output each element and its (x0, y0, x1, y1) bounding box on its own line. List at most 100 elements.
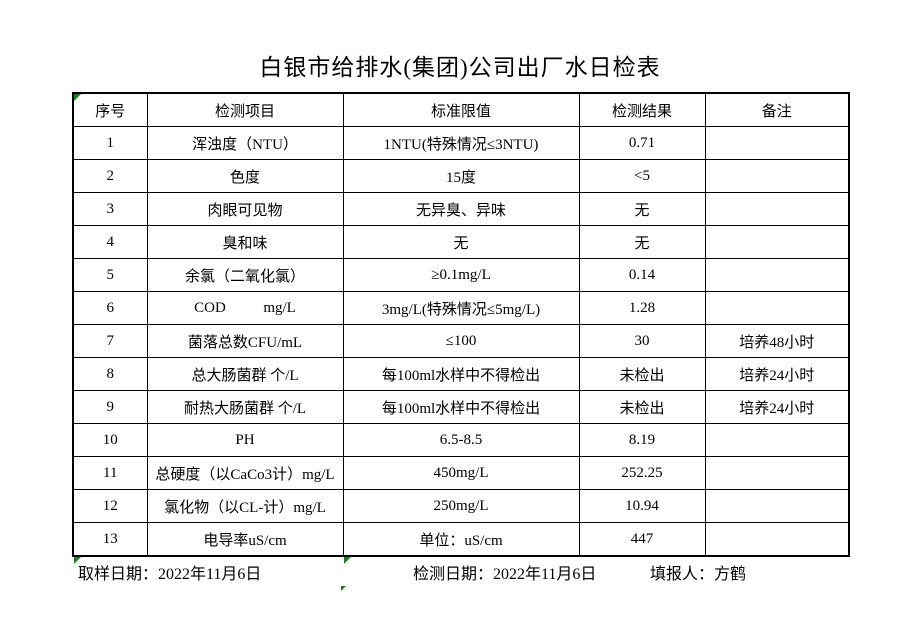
table-header-row: 序号 检测项目 标准限值 检测结果 备注 (72, 92, 850, 127)
cell-limit: 单位：uS/cm (342, 522, 580, 557)
cell-result: 447 (578, 522, 706, 557)
cell-item: 肉眼可见物 (146, 192, 344, 226)
cell-remark (704, 258, 850, 292)
cell-no: 10 (72, 423, 148, 457)
cell-result: 0.14 (578, 258, 706, 292)
cell-result: 10.94 (578, 489, 706, 523)
cell-item: 菌落总数CFU/mL (146, 324, 344, 358)
cell-limit: 每100ml水样中不得检出 (342, 390, 580, 424)
cell-result: 8.19 (578, 423, 706, 457)
reporter: 填报人：方鹤 (650, 560, 746, 584)
cell-result: 无 (578, 225, 706, 259)
test-date: 检测日期：2022年11月6日 (413, 560, 596, 584)
cell-remark (704, 522, 850, 557)
cell-limit: 3mg/L(特殊情况≤5mg/L) (342, 291, 580, 325)
cell-limit: 每100ml水样中不得检出 (342, 357, 580, 391)
header-result: 检测结果 (578, 92, 706, 127)
table-row: 9 耐热大肠菌群 个/L 每100ml水样中不得检出 未检出 培养24小时 (72, 390, 850, 424)
cell-no: 12 (72, 489, 148, 523)
cell-remark (704, 126, 850, 160)
cell-item: 余氯（二氧化氯） (146, 258, 344, 292)
table-row: 5 余氯（二氧化氯） ≥0.1mg/L 0.14 (72, 258, 850, 292)
header-item: 检测项目 (146, 92, 344, 127)
table-row: 3 肉眼可见物 无异臭、异味 无 (72, 192, 850, 226)
cell-no: 6 (72, 291, 148, 325)
cell-limit: 15度 (342, 159, 580, 193)
cell-item: 总硬度（以CaCo3计）mg/L (146, 456, 344, 490)
excel-error-marker-icon (341, 586, 346, 591)
cell-no: 7 (72, 324, 148, 358)
cell-limit: 1NTU(特殊情况≤3NTU) (342, 126, 580, 160)
cell-remark (704, 225, 850, 259)
reporter-label: 填报人： (650, 566, 715, 583)
cell-result: 0.71 (578, 126, 706, 160)
cell-result: 无 (578, 192, 706, 226)
table-row: 1 浑浊度（NTU） 1NTU(特殊情况≤3NTU) 0.71 (72, 126, 850, 160)
test-date-value: 2022年11月6日 (493, 566, 597, 583)
table-row: 6 COD mg/L 3mg/L(特殊情况≤5mg/L) 1.28 (72, 291, 850, 325)
cell-limit: 6.5-8.5 (342, 423, 580, 457)
cell-no: 5 (72, 258, 148, 292)
excel-error-marker-icon (74, 94, 81, 101)
cell-result: 252.25 (578, 456, 706, 490)
cell-no: 8 (72, 357, 148, 391)
cell-remark (704, 489, 850, 523)
excel-error-marker-icon (74, 557, 81, 564)
cell-no: 9 (72, 390, 148, 424)
header-no: 序号 (72, 92, 148, 127)
cell-limit: 无 (342, 225, 580, 259)
test-date-label: 检测日期： (413, 566, 494, 583)
cell-limit: ≤100 (342, 324, 580, 358)
page-title: 白银市给排水(集团)公司出厂水日检表 (259, 55, 661, 80)
reporter-value: 方鹤 (714, 566, 747, 583)
cell-remark (704, 291, 850, 325)
table-row: 4 臭和味 无 无 (72, 225, 850, 259)
cell-no: 4 (72, 225, 148, 259)
cell-result: 1.28 (578, 291, 706, 325)
table-row: 8 总大肠菌群 个/L 每100ml水样中不得检出 未检出 培养24小时 (72, 357, 850, 391)
cell-no: 2 (72, 159, 148, 193)
cell-item: 臭和味 (146, 225, 344, 259)
cell-no: 13 (72, 522, 148, 557)
cell-item: 耐热大肠菌群 个/L (146, 390, 344, 424)
header-remark: 备注 (704, 92, 850, 127)
cell-remark (704, 456, 850, 490)
cell-limit: ≥0.1mg/L (342, 258, 580, 292)
sample-date: 取样日期：2022年11月6日 (78, 560, 261, 584)
cell-result: <5 (578, 159, 706, 193)
cell-remark: 培养24小时 (704, 390, 850, 424)
cell-remark: 培养24小时 (704, 357, 850, 391)
cell-result: 未检出 (578, 390, 706, 424)
cell-no: 3 (72, 192, 148, 226)
cell-limit: 250mg/L (342, 489, 580, 523)
cell-item: 浑浊度（NTU） (146, 126, 344, 160)
cell-limit: 无异臭、异味 (342, 192, 580, 226)
table-row: 10 PH 6.5-8.5 8.19 (72, 423, 850, 457)
table-row: 2 色度 15度 <5 (72, 159, 850, 193)
inspection-table: 序号 检测项目 标准限值 检测结果 备注 1 浑浊度（NTU） 1NTU(特殊情… (72, 92, 850, 557)
cell-item: COD mg/L (146, 291, 344, 325)
cell-remark (704, 192, 850, 226)
cell-limit: 450mg/L (342, 456, 580, 490)
cell-result: 未检出 (578, 357, 706, 391)
cell-no: 11 (72, 456, 148, 490)
sample-date-label: 取样日期： (78, 566, 159, 583)
cell-item: 氯化物（以CL-计）mg/L (146, 489, 344, 523)
table-row: 11 总硬度（以CaCo3计）mg/L 450mg/L 252.25 (72, 456, 850, 490)
header-limit: 标准限值 (342, 92, 580, 127)
sample-date-value: 2022年11月6日 (158, 566, 262, 583)
table-row: 12 氯化物（以CL-计）mg/L 250mg/L 10.94 (72, 489, 850, 523)
cell-remark (704, 159, 850, 193)
cell-item: 总大肠菌群 个/L (146, 357, 344, 391)
table-row: 7 菌落总数CFU/mL ≤100 30 培养48小时 (72, 324, 850, 358)
cell-item: 电导率uS/cm (146, 522, 344, 557)
cell-item: PH (146, 423, 344, 457)
cell-remark: 培养48小时 (704, 324, 850, 358)
cell-result: 30 (578, 324, 706, 358)
cell-item: 色度 (146, 159, 344, 193)
excel-error-marker-icon (344, 557, 351, 564)
cell-remark (704, 423, 850, 457)
table-row: 13 电导率uS/cm 单位：uS/cm 447 (72, 522, 850, 557)
cell-no: 1 (72, 126, 148, 160)
